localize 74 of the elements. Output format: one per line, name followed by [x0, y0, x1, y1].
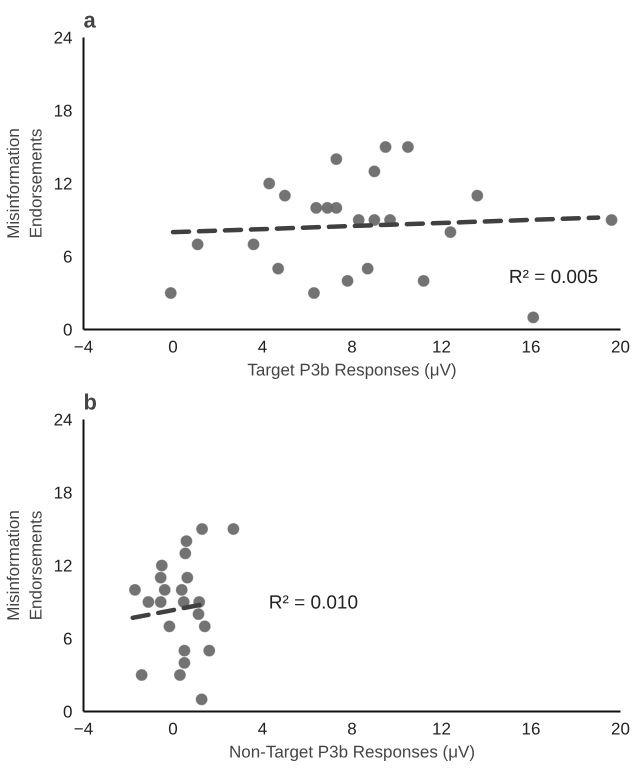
- annotation: R² = 0.005: [508, 267, 598, 288]
- point: [368, 214, 380, 226]
- point: [402, 141, 414, 153]
- point: [380, 141, 392, 153]
- point: [330, 153, 342, 166]
- y-axis-title: Misinformation Endorsements: [4, 510, 46, 621]
- y-tick-label: 0: [63, 320, 73, 340]
- y-tick-label: 0: [63, 702, 73, 722]
- point: [418, 274, 430, 287]
- point: [163, 620, 176, 632]
- point: [128, 584, 141, 596]
- point: [142, 596, 154, 608]
- x-tick-label: 20: [611, 338, 630, 356]
- x-tick-label: 8: [347, 720, 357, 738]
- chart-title: b: [84, 390, 97, 414]
- chart-title: a: [84, 8, 96, 32]
- y-tick-label: 12: [54, 174, 73, 194]
- point: [203, 644, 216, 657]
- x-tick-label: 20: [611, 720, 630, 738]
- x-tick-label: 0: [168, 720, 178, 738]
- point: [178, 656, 190, 669]
- point: [310, 202, 322, 214]
- point: [181, 572, 194, 584]
- point: [192, 608, 205, 620]
- x-axis-title: Target P3b Responses (μV): [247, 360, 457, 380]
- point: [198, 620, 211, 632]
- point: [342, 274, 354, 287]
- y-tick-label: 24: [54, 410, 73, 430]
- y-tick-label: 18: [54, 102, 73, 120]
- point: [444, 226, 456, 238]
- point: [263, 178, 276, 190]
- point: [192, 238, 204, 250]
- point: [154, 596, 167, 608]
- point: [179, 547, 192, 560]
- point: [362, 262, 374, 275]
- point: [248, 238, 260, 250]
- x-tick-label: 8: [347, 338, 357, 356]
- point: [164, 287, 177, 299]
- y-axis-title: Misinformation Endorsements: [4, 128, 46, 239]
- point: [136, 669, 148, 681]
- point: [158, 584, 171, 596]
- x-tick-label: 0: [168, 338, 178, 356]
- point: [196, 693, 208, 706]
- y-tick-label: 6: [63, 630, 73, 648]
- x-tick-label: 12: [432, 338, 451, 356]
- y-tick-label: 24: [54, 28, 73, 48]
- y-tick-label: 18: [54, 484, 73, 502]
- x-tick-label: −4: [74, 720, 94, 738]
- point: [180, 535, 192, 548]
- point: [154, 572, 167, 584]
- y-tick-label: 12: [54, 556, 73, 576]
- x-tick-label: −4: [74, 338, 94, 356]
- annotation: R² = 0.010: [268, 592, 358, 614]
- point: [156, 560, 168, 572]
- x-tick-label: 4: [258, 338, 268, 356]
- x-axis-title: Non-Target P3b Responses (μV): [228, 742, 476, 762]
- point: [527, 311, 540, 324]
- point: [471, 190, 484, 202]
- point: [308, 287, 320, 299]
- point: [368, 165, 380, 178]
- x-tick-label: 4: [258, 720, 268, 738]
- point: [606, 214, 618, 226]
- x-tick-label: 16: [522, 338, 540, 356]
- x-tick-label: 16: [522, 720, 540, 738]
- x-tick-label: 12: [432, 720, 451, 738]
- point: [196, 523, 208, 535]
- point: [227, 523, 240, 535]
- point: [176, 584, 188, 596]
- point: [272, 262, 284, 275]
- y-tick-label: 6: [63, 248, 73, 266]
- point: [178, 644, 190, 657]
- point: [174, 669, 186, 681]
- point: [330, 202, 342, 214]
- point: [278, 190, 291, 202]
